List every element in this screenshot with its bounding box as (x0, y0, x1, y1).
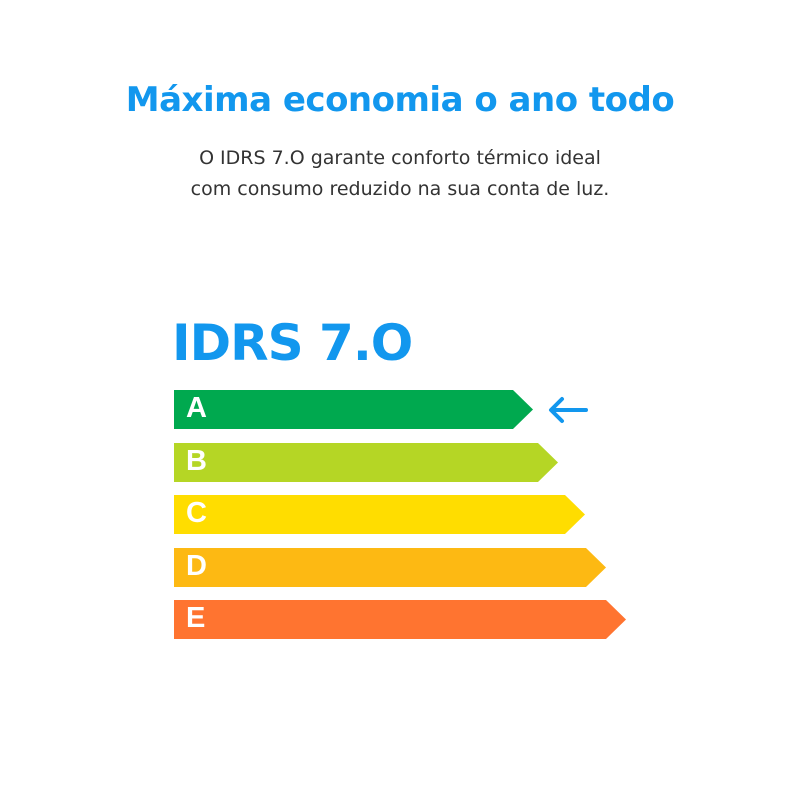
energy-class-letter: B (186, 445, 207, 477)
energy-class-bar-b: B (174, 443, 558, 482)
label-title: IDRS 7.O (172, 314, 413, 372)
energy-class-bar-a: A (174, 390, 533, 429)
subtitle-line-2: com consumo reduzido na sua conta de luz… (190, 178, 610, 200)
energy-class-letter: D (186, 550, 207, 582)
page-title: Máxima economia o ano todo (125, 80, 675, 120)
arrow-left-icon (546, 395, 590, 429)
energy-class-bar-d: D (174, 548, 606, 587)
energy-class-letter: A (186, 392, 207, 424)
subtitle-line-1: O IDRS 7.O garante conforto térmico idea… (199, 147, 601, 169)
energy-class-bar-e: E (174, 600, 626, 639)
energy-class-letter: C (186, 497, 207, 529)
energy-class-bar-c: C (174, 495, 585, 534)
energy-class-letter: E (186, 602, 206, 634)
